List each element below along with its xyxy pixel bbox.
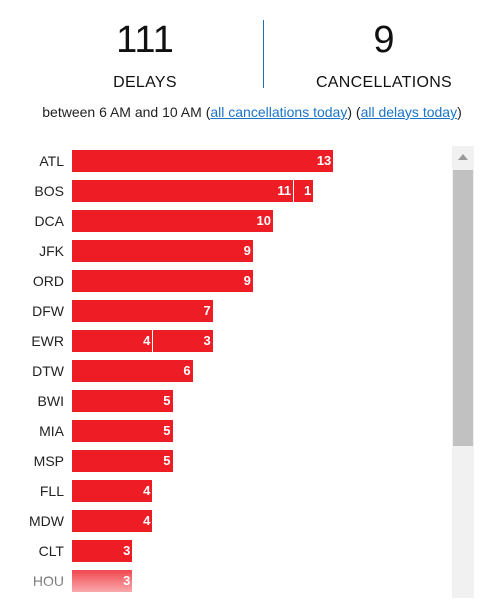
bar-value: 6 — [183, 363, 191, 378]
bar-value: 11 — [277, 183, 292, 198]
bar-row-clt: CLT 3 — [0, 540, 440, 562]
bar-label: HOU — [32, 573, 64, 589]
bar-row-dca: DCA 10 — [0, 210, 440, 232]
bar-row-dtw: DTW 6 — [0, 360, 440, 382]
bar-segment-1: 9 — [72, 240, 253, 262]
bar-segment-1: 4 — [72, 480, 153, 502]
scroll-thumb[interactable] — [453, 170, 473, 446]
all-cancellations-link[interactable]: all cancellations today — [210, 104, 348, 120]
bar-label: CLT — [38, 543, 64, 559]
bar-label: BWI — [37, 393, 64, 409]
bar-value: 4 — [143, 333, 151, 348]
bar-segment-1: 5 — [72, 450, 173, 472]
bar-value: 3 — [203, 333, 211, 348]
bar-value: 13 — [316, 153, 332, 168]
bar-row-ord: ORD 9 — [0, 270, 440, 292]
bar-segment-1: 10 — [72, 210, 273, 232]
bar-label: DFW — [32, 303, 64, 319]
bar-value: 9 — [243, 243, 251, 258]
time-range-line: between 6 AM and 10 AM (all cancellation… — [0, 104, 504, 120]
bar-value: 3 — [123, 543, 131, 558]
bar-label: DCA — [34, 213, 64, 229]
cancellations-stat: 9 CANCELLATIONS — [298, 18, 470, 92]
subline-suffix: ) — [457, 104, 462, 120]
bar-value: 9 — [243, 273, 251, 288]
delays-count: 111 — [116, 19, 174, 61]
bar-row-bos: BOS 11 1 — [0, 180, 440, 202]
bar-segment-1: 5 — [72, 390, 173, 412]
bar-row-mia: MIA 5 — [0, 420, 440, 442]
bar-segment-1: 3 — [72, 570, 133, 592]
bar-segment-2: 3 — [153, 330, 213, 352]
bar-row-hou: HOU 3 — [0, 570, 440, 592]
bar-row-fll: FLL 4 — [0, 480, 440, 502]
bar-segment-1: 13 — [72, 150, 334, 172]
chart-scrollbar[interactable] — [452, 146, 474, 598]
stats-divider — [263, 20, 264, 88]
bar-segment-1: 11 — [72, 180, 294, 202]
scroll-up-arrow-icon[interactable] — [452, 146, 474, 168]
bar-value: 7 — [203, 303, 211, 318]
cancellations-label: CANCELLATIONS — [315, 74, 453, 91]
bar-label: MDW — [29, 513, 64, 529]
cancellations-count: 9 — [373, 19, 395, 61]
bar-segment-1: 4 — [72, 330, 153, 352]
bar-value: 5 — [163, 453, 171, 468]
bar-label: MSP — [33, 453, 64, 469]
bar-segment-1: 5 — [72, 420, 173, 442]
bar-value: 5 — [163, 393, 171, 408]
delays-label: DELAYS — [113, 74, 177, 91]
bar-value: 10 — [256, 213, 271, 228]
bar-row-jfk: JFK 9 — [0, 240, 440, 262]
bar-value: 4 — [143, 483, 151, 498]
bar-segment-1: 7 — [72, 300, 213, 322]
bar-segment-2: 1 — [294, 180, 314, 202]
bar-row-dfw: DFW 7 — [0, 300, 440, 322]
delays-stat: 111 DELAYS — [60, 18, 230, 92]
bar-segment-1: 4 — [72, 510, 153, 532]
time-range-text: between 6 AM and 10 AM ( — [42, 104, 211, 120]
bar-segment-1: 9 — [72, 270, 253, 292]
bar-label: EWR — [31, 333, 64, 349]
bar-row-mdw: MDW 4 — [0, 510, 440, 532]
bar-row-atl: ATL 13 — [0, 150, 440, 172]
bar-label: ORD — [32, 273, 64, 289]
bar-label: FLL — [39, 483, 64, 499]
bar-row-bwi: BWI 5 — [0, 390, 440, 412]
bar-row-ewr: EWR 4 3 — [0, 330, 440, 352]
bar-label: ATL — [39, 153, 64, 169]
bar-segment-1: 3 — [72, 540, 133, 562]
bar-label: DTW — [32, 363, 64, 379]
bar-segment-1: 6 — [72, 360, 193, 382]
bar-label: BOS — [34, 183, 64, 199]
bar-value: 5 — [163, 423, 171, 438]
bar-row-msp: MSP 5 — [0, 450, 440, 472]
bar-value: 4 — [143, 513, 151, 528]
bar-value: 1 — [303, 183, 312, 198]
bar-value: 3 — [123, 573, 131, 588]
airport-bar-chart: ATL 13 BOS 11 1 DCA 10 JFK 9 ORD 9 DFW 7 EWR 4 3 DTW 6 BWI… — [0, 140, 504, 604]
all-delays-link[interactable]: all delays today — [360, 104, 458, 120]
subline-separator: ) ( — [347, 104, 361, 120]
bar-label: JFK — [39, 243, 64, 259]
bar-label: MIA — [39, 423, 64, 439]
